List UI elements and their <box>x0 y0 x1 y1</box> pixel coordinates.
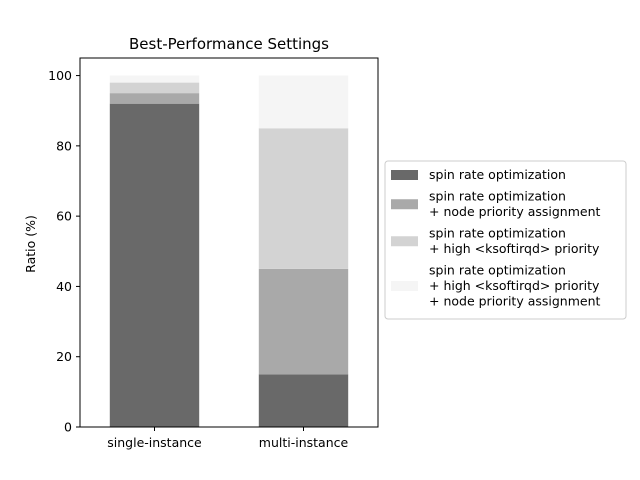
legend-swatch <box>391 236 418 247</box>
bar-segment-multi-instance-series-4 <box>258 75 349 129</box>
y-tick-label: 60 <box>56 209 72 224</box>
legend: spin rate optimization spin rate optimiza… <box>384 160 627 320</box>
y-tick-label: 20 <box>56 349 72 364</box>
x-tick-label: single-instance <box>107 435 202 450</box>
axes: single-instance multi-instance 0 20 40 60 80 10… <box>48 57 379 450</box>
bar-segment-single-instance-series-1 <box>109 103 200 427</box>
x-tick-label: multi-instance <box>259 435 349 450</box>
y-tick-label: 0 <box>64 420 72 435</box>
chart-title: Best-Performance Settings <box>129 35 329 53</box>
bar-segment-multi-instance-series-2 <box>258 268 349 375</box>
legend-swatch <box>391 170 418 180</box>
legend-swatch <box>391 281 418 291</box>
bar-segment-single-instance-series-4 <box>109 75 200 83</box>
y-axis-label: Ratio (%) <box>23 215 38 273</box>
bar-segment-single-instance-series-2 <box>109 93 200 104</box>
legend-label: spin rate optimization + high <ksoftirqd>… <box>429 226 600 257</box>
bar-segment-single-instance-series-3 <box>109 82 200 94</box>
y-tick-label: 100 <box>48 68 72 83</box>
legend-swatch <box>391 199 418 210</box>
y-tick-label: 80 <box>56 138 72 153</box>
legend-label: spin rate optimization + node priority as… <box>429 189 600 220</box>
legend-label: spin rate optimization + high <ksoftirqd>… <box>429 263 600 309</box>
axes-frame <box>79 57 379 428</box>
legend-box <box>384 160 627 320</box>
legend-label: spin rate optimization <box>429 167 566 182</box>
bar-segment-multi-instance-series-3 <box>258 128 349 269</box>
y-tick-label: 40 <box>56 279 72 294</box>
plot-area <box>109 75 349 427</box>
bar-segment-multi-instance-series-1 <box>258 374 349 427</box>
